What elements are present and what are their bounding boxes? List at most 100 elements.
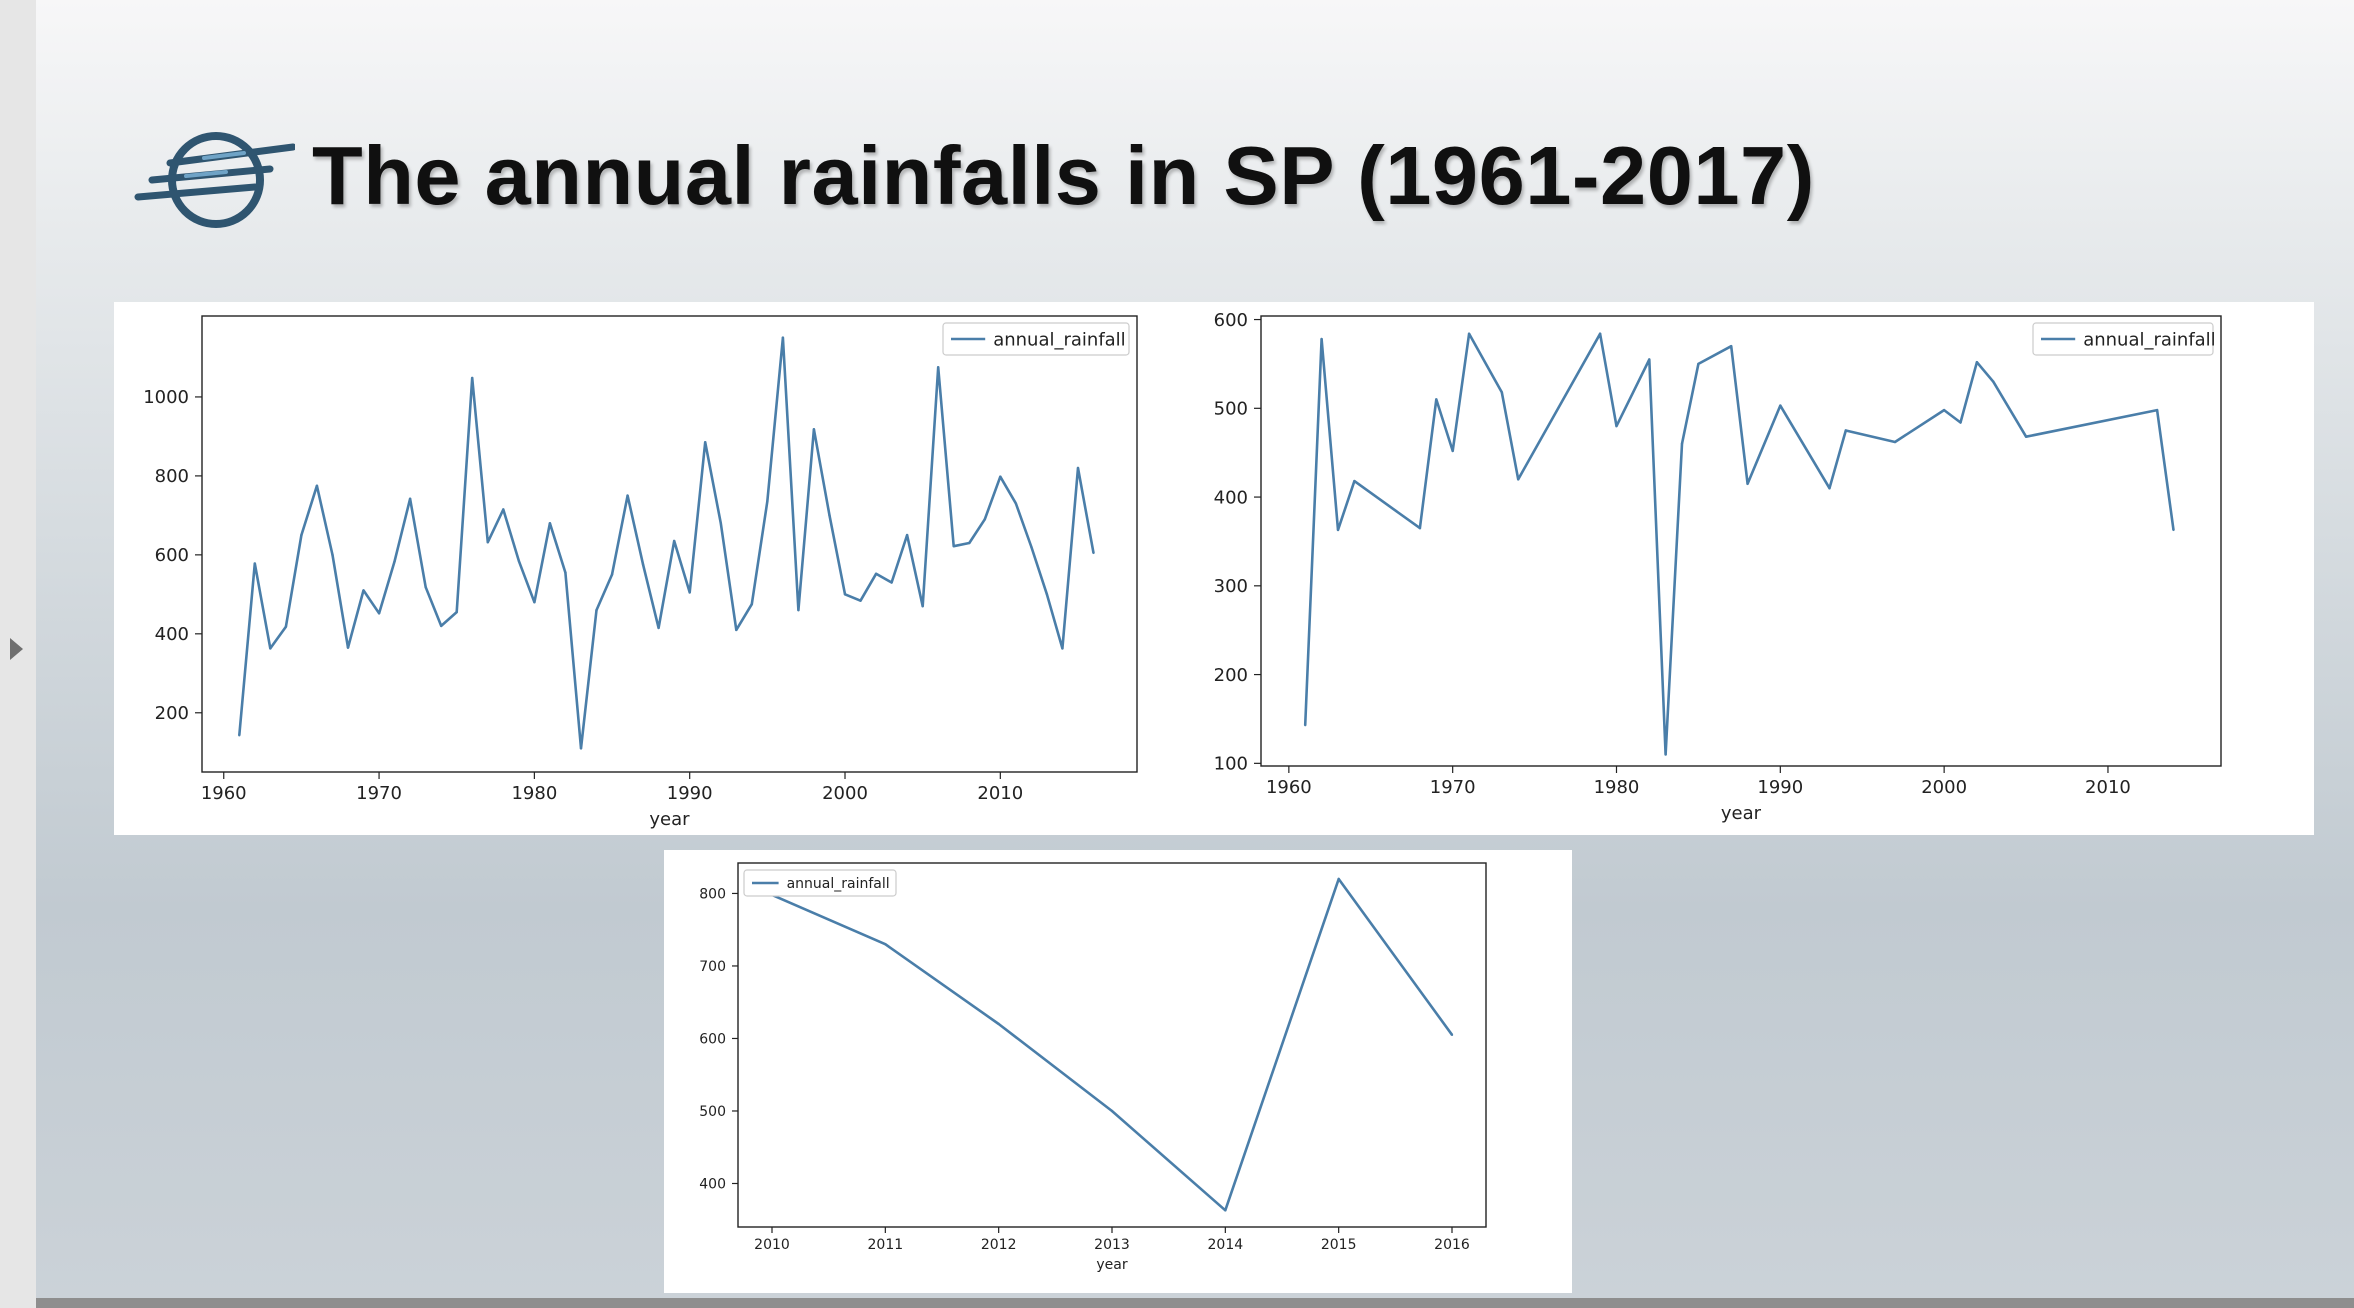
y-tick-label: 800 [155, 466, 189, 487]
data-point [1648, 358, 1651, 361]
data-point [626, 494, 629, 497]
data-point [238, 734, 241, 737]
data-point [1336, 528, 1340, 532]
data-point [579, 747, 583, 750]
data-point [1030, 545, 1033, 549]
data-point [1942, 408, 1946, 412]
data-point [564, 571, 567, 574]
expand-arrow-icon[interactable] [10, 638, 23, 660]
bottom-scroll-bar[interactable] [36, 1298, 2354, 1308]
data-point [884, 943, 887, 946]
y-tick-label: 600 [1214, 310, 1248, 331]
y-tick-label: 300 [1214, 576, 1248, 597]
data-point [1500, 391, 1504, 394]
data-point [362, 589, 365, 592]
x-axis-label: year [1721, 803, 1762, 824]
data-point [2172, 528, 2175, 532]
chart-panel-full-period: 1960 1970 1980 1990 2000 2010 200 400 600 800 1000… [114, 302, 1214, 835]
data-point [455, 610, 458, 614]
x-tick-label: 1980 [1594, 777, 1640, 798]
data-point [859, 599, 862, 602]
logo-icon [134, 132, 295, 228]
data-point [1975, 360, 1979, 364]
data-point [331, 553, 334, 557]
data-point [1598, 332, 1602, 335]
y-tick-label: 700 [699, 959, 726, 975]
y-tick-label: 500 [1214, 399, 1248, 420]
data-point [812, 428, 816, 431]
data-point [486, 541, 489, 544]
data-point [641, 563, 645, 566]
data-point [657, 626, 660, 630]
data-point [253, 562, 257, 565]
y-tick-label: 1000 [143, 387, 189, 408]
chart-full-period: 1960 1970 1980 1990 2000 2010 200 400 600 800 1000… [143, 315, 1138, 830]
data-point [1061, 647, 1064, 650]
y-tick-label: 400 [155, 624, 189, 645]
data-point [1337, 877, 1340, 881]
x-tick-label: 2015 [1321, 1237, 1357, 1253]
series-line-annual-rainfall [1303, 332, 2175, 756]
data-point [2155, 408, 2159, 412]
data-point [284, 625, 288, 628]
data-point [766, 500, 769, 503]
x-axis-label: year [1096, 1257, 1127, 1273]
data-point [905, 533, 909, 537]
data-point [1615, 424, 1618, 428]
y-tick-label: 600 [699, 1031, 726, 1047]
x-tick-label: 2010 [977, 783, 1023, 804]
y-tick-label: 100 [1214, 754, 1248, 775]
data-point [1451, 449, 1454, 453]
x-tick-label: 2010 [754, 1237, 790, 1253]
legend-box [942, 322, 1130, 356]
plot-frame [737, 862, 1487, 1228]
data-point [502, 508, 505, 511]
data-point [828, 514, 831, 517]
data-point [750, 603, 754, 606]
data-point [952, 544, 955, 548]
y-tick-label: 200 [155, 703, 189, 724]
data-point [688, 591, 691, 594]
x-tick-label: 1970 [356, 783, 402, 804]
x-tick-label: 1960 [201, 783, 247, 804]
data-point [408, 497, 412, 500]
x-tick-label: 2000 [822, 783, 868, 804]
legend-label: annual_rainfall [2083, 329, 2216, 350]
data-point [1828, 486, 1831, 490]
x-tick-label: 2010 [2085, 777, 2131, 798]
data-point [704, 441, 707, 444]
data-point [1844, 429, 1848, 432]
data-point [843, 593, 847, 596]
data-point [1959, 421, 1962, 424]
data-point [610, 573, 614, 576]
data-point [1045, 593, 1049, 596]
data-point [315, 484, 319, 487]
data-point [936, 366, 940, 369]
data-point [997, 1022, 1000, 1026]
data-point [517, 559, 521, 562]
data-point [1320, 337, 1323, 341]
data-point [439, 624, 443, 628]
slide-title: The annual rainfalls in SP (1961-2017) [312, 129, 1815, 222]
data-point [1729, 344, 1733, 348]
series-line-annual-rainfall [238, 336, 1095, 750]
data-point [968, 541, 971, 545]
data-point [1435, 398, 1438, 401]
legend-label: annual_rainfall [787, 876, 890, 892]
data-point [1680, 442, 1684, 446]
x-tick-label: 2013 [1094, 1237, 1130, 1253]
data-point [874, 572, 878, 576]
data-point [1779, 404, 1782, 407]
plot-frame [1260, 315, 2222, 767]
y-tick-label: 600 [155, 545, 189, 566]
data-point [1418, 526, 1422, 530]
legend-label: annual_rainfall [993, 329, 1125, 350]
data-point [1110, 1109, 1114, 1113]
data-point [719, 522, 722, 525]
data-point [269, 647, 272, 650]
data-point [346, 646, 350, 649]
data-point [735, 628, 738, 632]
data-point [890, 581, 893, 584]
data-point [1893, 440, 1897, 444]
y-tick-label: 800 [699, 886, 726, 902]
